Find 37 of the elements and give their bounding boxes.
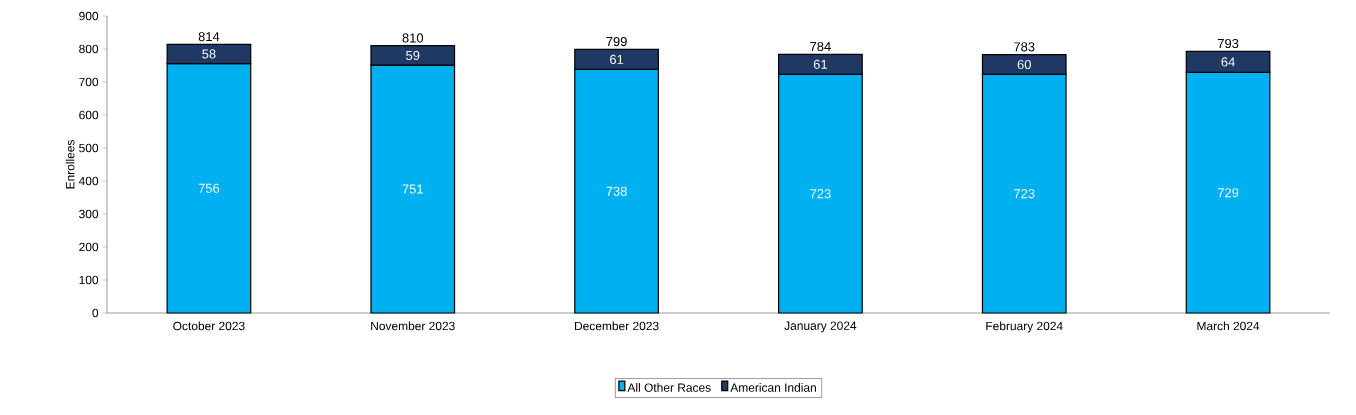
y-tick-label: 800 [79,44,99,54]
x-tick-label: January 2024 [784,321,857,333]
data-label: 60 [1017,59,1031,70]
x-tick-label: October 2023 [173,321,245,331]
y-axis-title: Enrollees [65,140,75,189]
data-label: 61 [813,59,827,69]
y-tick-label: 300 [79,209,99,219]
data-label: 723 [810,189,831,199]
y-tick-label: 500 [79,143,99,153]
y-tick-label: 0 [92,308,99,318]
data-label: 58 [202,49,216,59]
data-label: 723 [1014,189,1035,199]
data-label: 738 [606,186,627,196]
x-tick-label: February 2024 [986,321,1063,333]
y-tick-label: 700 [79,77,99,87]
data-label: 729 [1217,188,1239,198]
y-tick-label: 900 [79,11,99,21]
y-tick-label: 600 [79,110,99,120]
data-label: 59 [406,50,420,61]
x-tick-label: March 2024 [1197,321,1260,331]
legend-label: All Other Races [627,383,711,392]
data-label: 756 [198,183,220,193]
x-tick-label: December 2023 [575,321,659,331]
y-tick-label: 200 [79,242,99,252]
data-label: 64 [1221,57,1235,67]
total-label: 814 [198,32,220,42]
total-label: 784 [810,41,831,52]
data-label: 751 [402,184,423,194]
y-tick-label: 100 [79,275,99,285]
total-label: 810 [402,33,424,43]
total-label: 783 [1014,42,1035,52]
data-label: 61 [610,54,624,64]
y-tick-label: 400 [78,176,99,186]
total-label: 799 [606,36,627,47]
x-tick-label: November 2023 [371,321,455,331]
total-label: 793 [1217,38,1239,49]
legend-label: American Indian [730,383,816,392]
